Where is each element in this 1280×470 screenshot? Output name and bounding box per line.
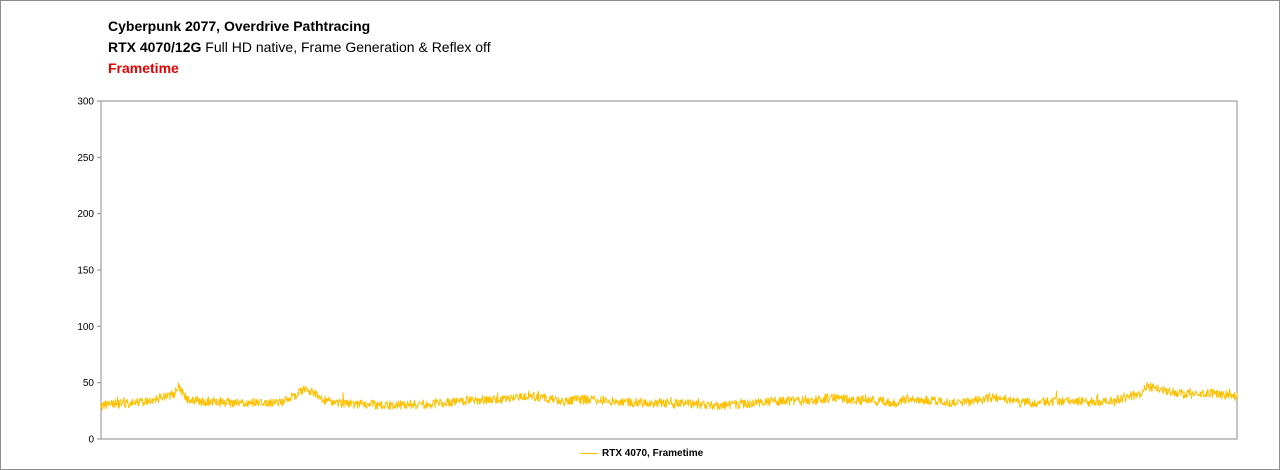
y-tick-label: 200: [77, 209, 94, 220]
series-line-rtx4070-frametime: [100, 381, 1238, 411]
metric-label: Frametime: [108, 60, 179, 76]
y-tick-label: 250: [77, 153, 94, 164]
subtitle-gpu: RTX 4070/12G: [108, 39, 202, 55]
y-tick-label: 150: [77, 266, 94, 277]
y-tick-label: 100: [77, 322, 94, 333]
y-tick-label: 300: [77, 97, 94, 108]
y-axis: 300 250 200 150 100 50 0: [77, 97, 101, 446]
legend: RTX 4070, Frametime: [580, 448, 703, 459]
legend-label: RTX 4070, Frametime: [602, 448, 704, 459]
y-tick-label: 50: [83, 378, 95, 389]
chart-subtitle: RTX 4070/12G Full HD native, Frame Gener…: [108, 39, 491, 55]
legend-swatch: [580, 453, 598, 454]
chart-title: Cyberpunk 2077, Overdrive Pathtracing: [108, 18, 371, 34]
subtitle-settings: Full HD native, Frame Generation & Refle…: [205, 39, 491, 55]
y-tick-label: 0: [88, 435, 94, 446]
plot-area: [100, 100, 1238, 440]
